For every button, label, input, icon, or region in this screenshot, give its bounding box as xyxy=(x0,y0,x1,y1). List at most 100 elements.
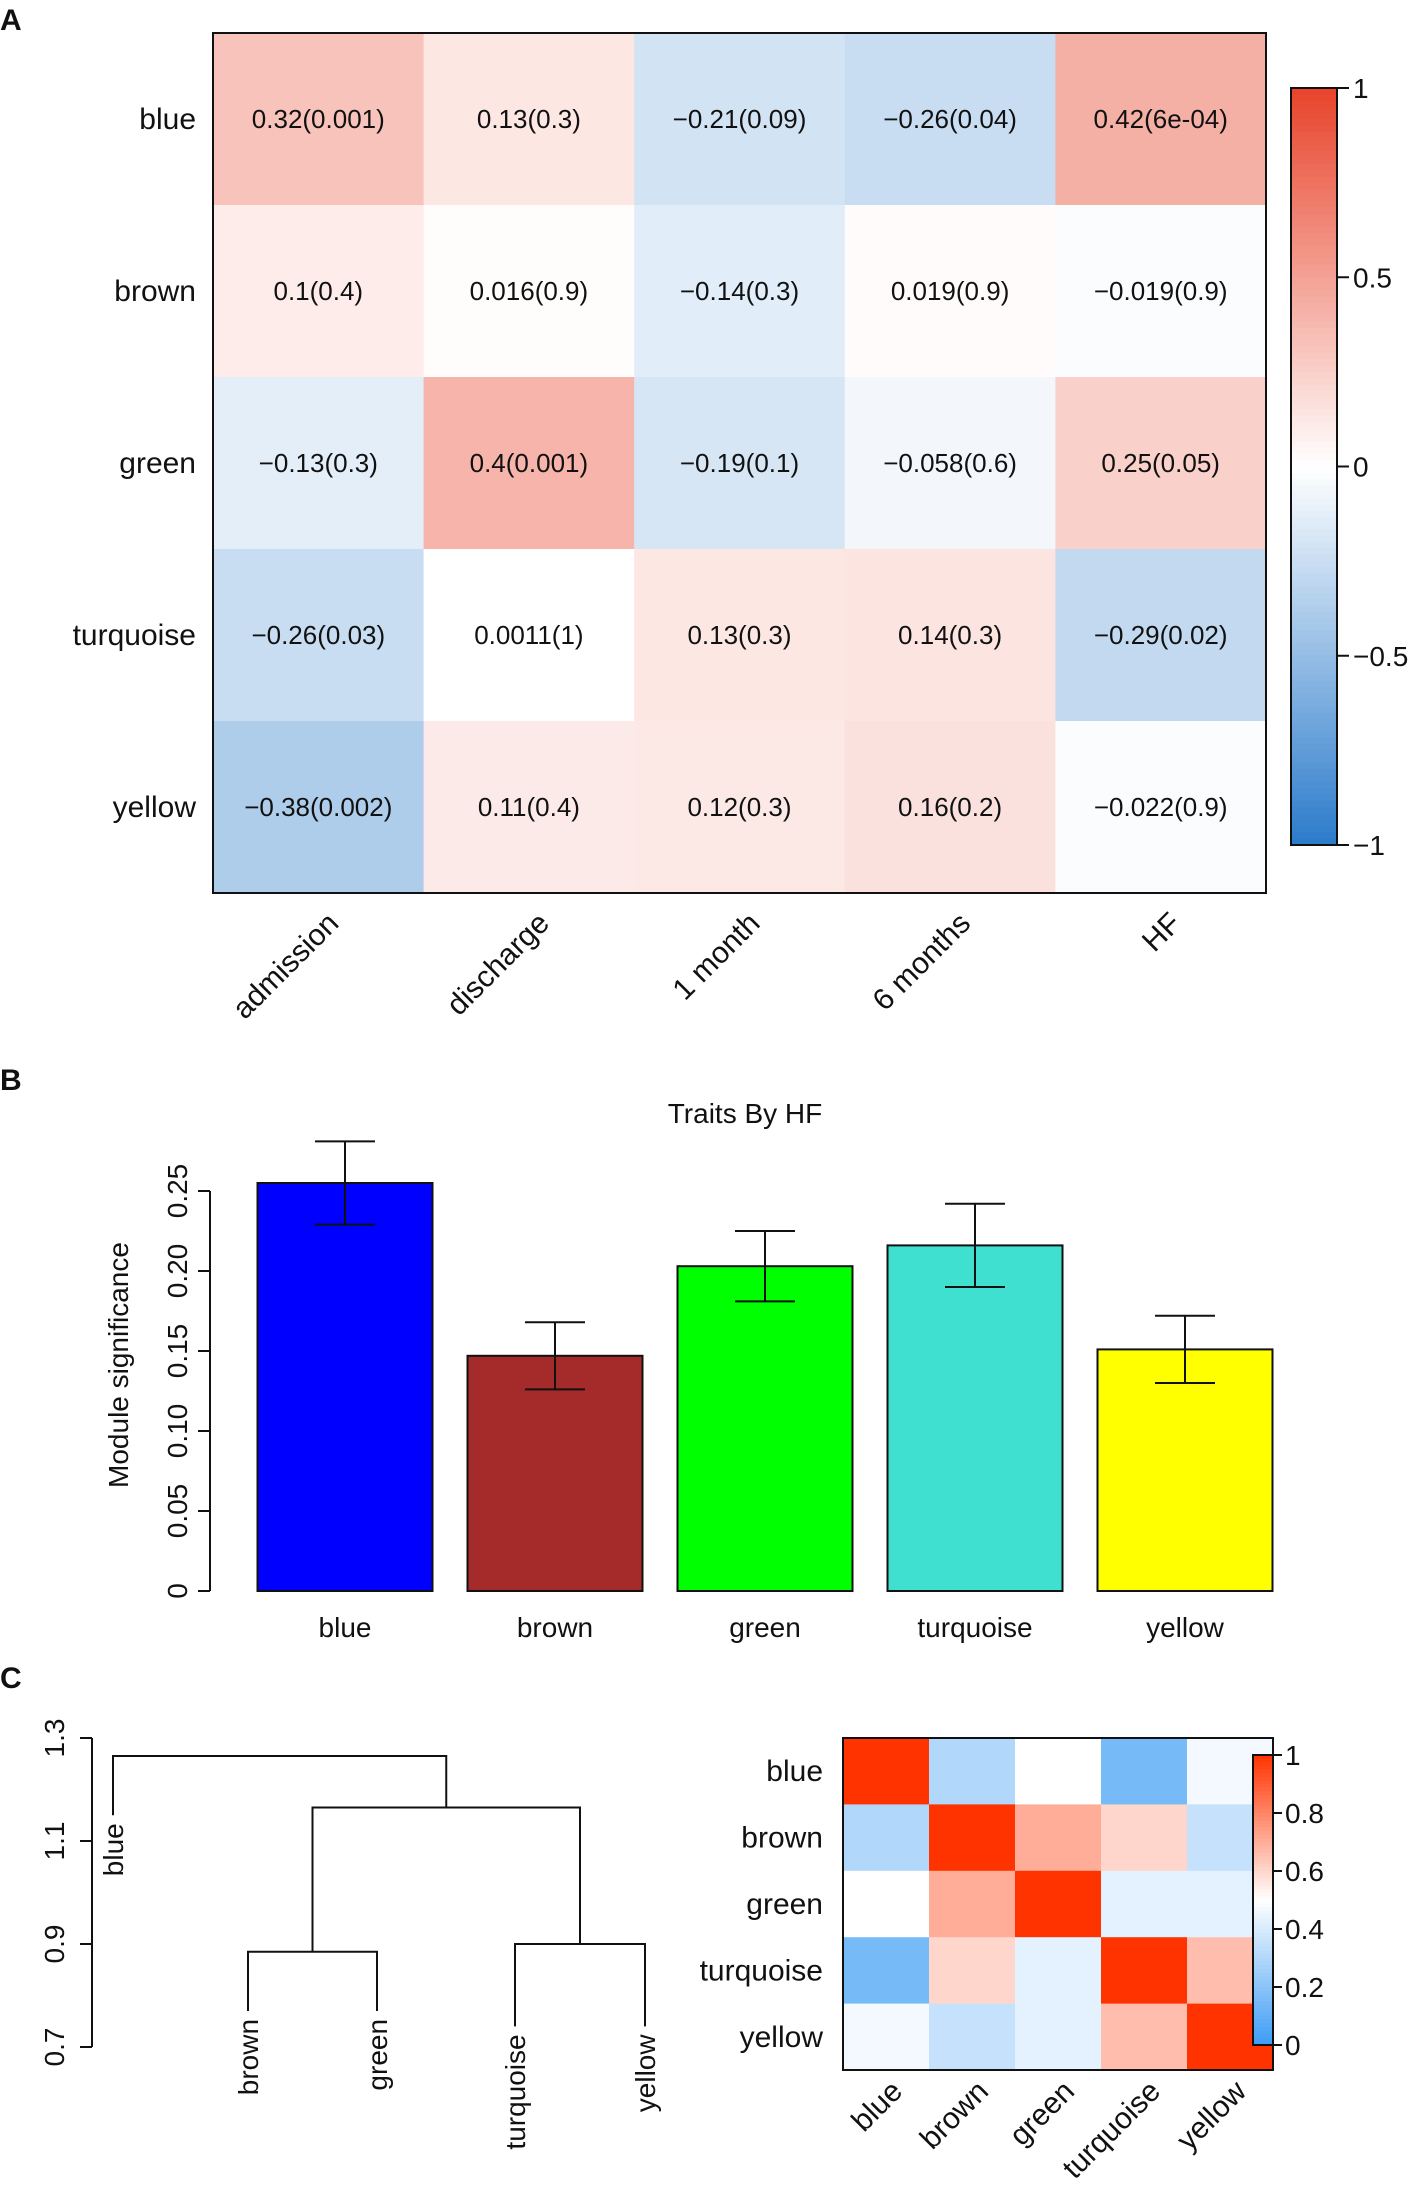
heatmap-c-colorbar-step xyxy=(1253,1976,1273,1981)
heatmap-a-colorbar-step xyxy=(1291,308,1337,316)
heatmap-c-colorbar-step xyxy=(1253,1776,1273,1781)
bar-b-bar-brown xyxy=(466,1354,644,1593)
heatmap-c-colorbar-step xyxy=(1253,1972,1273,1977)
heatmap-c-colorbar-step xyxy=(1253,1983,1273,1988)
heatmap-a-colorbar-step xyxy=(1291,498,1337,505)
heatmap-c-colorbar-step xyxy=(1253,1867,1273,1872)
dendro-merge-link-3 xyxy=(112,1755,448,1816)
heatmap-a-colorbar-step xyxy=(1291,428,1337,436)
heatmap-a-colorbar-step xyxy=(1291,157,1337,165)
heatmap-a-colorbar-step xyxy=(1291,775,1337,783)
heatmap-c-colorbar-step xyxy=(1253,2041,1273,2046)
heatmap-a-colorbar-step xyxy=(1291,504,1337,512)
heatmap-a-row-label-yellow: yellow xyxy=(113,791,197,824)
heatmap-c-colorbar-step xyxy=(1253,1755,1273,1760)
heatmap-a-cell-label-yellow-discharge: 0.11(0.4) xyxy=(478,792,580,822)
bar-b-x-label-turquoise: turquoise xyxy=(917,1612,1032,1643)
heatmap-a-colorbar-step xyxy=(1291,422,1337,430)
heatmap-c-colorbar-step xyxy=(1253,1813,1273,1818)
heatmap-c-colorbar-step xyxy=(1253,1947,1273,1952)
heatmap-a-cell-brown-discharge xyxy=(423,205,635,378)
heatmap-c-colorbar-step xyxy=(1253,1979,1273,1984)
heatmap-c-colorbar-step xyxy=(1253,1805,1273,1810)
heatmap-a-col-label-hf: HF xyxy=(1136,907,1188,959)
heatmap-a-cell-turquoise-hf xyxy=(1055,549,1267,722)
heatmap-a-cell-label-yellow-hf: −0.022(0.9) xyxy=(1094,792,1228,822)
heatmap-c-cell-blue-brown xyxy=(929,1738,1016,1805)
heatmap-a-colorbar-step xyxy=(1291,195,1337,203)
heatmap-a-colorbar-step xyxy=(1291,744,1337,751)
heatmap-a-cell-turquoise-6-months xyxy=(844,549,1056,722)
dendro-leaf-label-green: green xyxy=(362,2019,393,2091)
heatmap-c-colorbar-step xyxy=(1253,1816,1273,1821)
heatmap-a-colorbar-step xyxy=(1291,296,1337,304)
heatmap-c-row-label-yellow: yellow xyxy=(740,2021,824,2054)
heatmap-a-colorbar-step xyxy=(1291,447,1337,455)
heatmap-a-colorbar-step xyxy=(1291,441,1337,449)
heatmap-c-colorbar-step xyxy=(1253,2023,1273,2028)
heatmap-c-colorbar-step xyxy=(1253,2030,1273,2035)
heatmap-c-colorbar-step xyxy=(1253,1958,1273,1963)
heatmap-a-cell-turquoise-discharge xyxy=(423,549,635,722)
heatmap-c-colorbar-step xyxy=(1253,1762,1273,1767)
module-trait-heatmap: 0.32(0.001) 0.13(0.3) −0.21(0.09) −0.26(0.0… xyxy=(73,32,1408,1025)
heatmap-c-cell-green-brown xyxy=(929,1870,1016,1938)
heatmap-c-colorbar-step xyxy=(1253,1994,1273,1999)
heatmap-c-colorbar-step xyxy=(1253,2008,1273,2013)
bar-b-y-tick-label: 0.10 xyxy=(162,1404,193,1459)
heatmap-c-cell-yellow-green xyxy=(1015,2003,1102,2071)
heatmap-c-colorbar-step xyxy=(1253,1809,1273,1814)
heatmap-c-colorbar-step xyxy=(1253,1834,1273,1839)
heatmap-a-colorbar-step xyxy=(1291,605,1337,613)
heatmap-a-colorbar-step xyxy=(1291,264,1337,272)
heatmap-a-colorbar-step xyxy=(1291,327,1337,335)
heatmap-a-colorbar-step xyxy=(1291,226,1337,234)
heatmap-a-row-label-turquoise: turquoise xyxy=(73,619,196,652)
heatmap-c-cell-green-turquoise xyxy=(1101,1870,1188,1938)
heatmap-a-cell-label-blue-hf: 0.42(6e-04) xyxy=(1093,104,1227,134)
heatmap-c-cell-yellow-blue xyxy=(843,2003,930,2071)
heatmap-a-colorbar-step xyxy=(1291,630,1337,638)
heatmap-a-cell-label-turquoise-1-month: 0.13(0.3) xyxy=(687,620,791,650)
heatmap-a-cell-green-6-months xyxy=(844,377,1056,550)
heatmap-a-colorbar-step xyxy=(1291,668,1337,676)
heatmap-a-colorbar-step xyxy=(1291,636,1337,644)
heatmap-a-colorbar-tick-label: 1 xyxy=(1353,73,1369,104)
heatmap-a-cell-brown-admission xyxy=(213,205,425,378)
heatmap-a-colorbar-step xyxy=(1291,573,1337,581)
heatmap-a-cell-green-admission xyxy=(213,377,425,550)
heatmap-c-colorbar-step xyxy=(1253,1900,1273,1905)
heatmap-a-colorbar-step xyxy=(1291,624,1337,632)
heatmap-a-colorbar-step xyxy=(1291,725,1337,733)
heatmap-c-colorbar-step xyxy=(1253,1831,1273,1836)
bar-b-y-axis-label: Module significance xyxy=(103,1242,134,1488)
heatmap-c-colorbar-tick-label: 0.6 xyxy=(1285,1856,1324,1887)
heatmap-c-colorbar-step xyxy=(1253,2034,1273,2039)
heatmap-c-colorbar-step xyxy=(1253,1827,1273,1832)
heatmap-c-colorbar-step xyxy=(1253,2012,1273,2017)
heatmap-a-colorbar-step xyxy=(1291,416,1337,423)
dendro-merge-link-1 xyxy=(514,1943,646,2027)
heatmap-a-colorbar-step xyxy=(1291,170,1337,177)
heatmap-c-colorbar-step xyxy=(1253,1856,1273,1861)
heatmap-c-colorbar-step xyxy=(1253,2019,1273,2024)
heatmap-a-colorbar-step xyxy=(1291,258,1337,266)
dendro-y-tick-label: 1.1 xyxy=(39,1822,70,1861)
heatmap-a-cell-turquoise-admission xyxy=(213,549,425,722)
heatmap-a-colorbar-step xyxy=(1291,352,1337,360)
heatmap-a-colorbar-step xyxy=(1291,138,1337,146)
heatmap-a-colorbar-step xyxy=(1291,132,1337,140)
heatmap-a-cell-label-yellow-1-month: 0.12(0.3) xyxy=(687,792,791,822)
bar-b-y-tick-label: 0 xyxy=(162,1583,193,1599)
heatmap-a-colorbar-step xyxy=(1291,252,1337,259)
dendro-leaf-label-turquoise: turquoise xyxy=(500,2034,531,2149)
heatmap-c-colorbar-step xyxy=(1253,1954,1273,1959)
heatmap-a-colorbar-step xyxy=(1291,94,1337,102)
heatmap-a-colorbar-step xyxy=(1291,125,1337,133)
heatmap-c-cell-blue-turquoise xyxy=(1101,1738,1188,1805)
heatmap-c-colorbar-step xyxy=(1253,1787,1273,1792)
eigengene-dendrogram: 0.7 0.9 1.1 1.3 blue brown green turquoise yello… xyxy=(39,1719,661,2150)
heatmap-c-cell-brown-blue xyxy=(843,1804,930,1872)
heatmap-a-colorbar-step xyxy=(1291,302,1337,310)
heatmap-a-colorbar-step xyxy=(1291,144,1337,152)
